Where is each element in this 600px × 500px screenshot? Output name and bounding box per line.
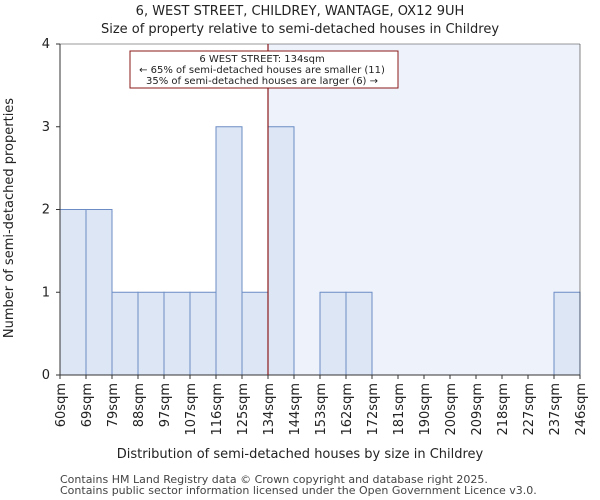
x-tick-label-116sqm: 116sqm — [210, 383, 225, 436]
annotation-line-3: 35% of semi-detached houses are larger (… — [146, 76, 378, 87]
y-tick-label-2: 2 — [42, 203, 50, 218]
bar-60sqm — [59, 209, 87, 376]
x-tick-label-153sqm: 153sqm — [314, 383, 329, 436]
y-axis-label: Number of semi-detached properties — [2, 98, 17, 338]
bar-116sqm — [215, 126, 243, 376]
x-tick-label-181sqm: 181sqm — [392, 383, 407, 436]
x-tick-label-237sqm: 237sqm — [548, 383, 563, 436]
y-tick-label-0: 0 — [42, 368, 50, 383]
annotation-line-2: ← 65% of semi-detached houses are smalle… — [139, 65, 385, 76]
x-tick-label-134sqm: 134sqm — [262, 383, 277, 436]
x-tick-label-88sqm: 88sqm — [132, 383, 147, 427]
chart-title: 6, WEST STREET, CHILDREY, WANTAGE, OX12 … — [136, 4, 465, 19]
x-tick-label-60sqm: 60sqm — [54, 383, 69, 427]
bar-162sqm — [345, 291, 373, 376]
bar-237sqm — [553, 291, 581, 376]
annotation-line-1: 6 WEST STREET: 134sqm — [199, 54, 324, 65]
y-tick-label-1: 1 — [42, 285, 50, 300]
footer-copyright: Contains HM Land Registry data © Crown c… — [60, 473, 488, 486]
x-tick-label-209sqm: 209sqm — [470, 383, 485, 436]
bar-69sqm — [85, 209, 113, 376]
bar-88sqm — [137, 291, 165, 376]
x-tick-label-107sqm: 107sqm — [184, 383, 199, 436]
y-tick-label-3: 3 — [42, 120, 50, 135]
x-tick-label-246sqm: 246sqm — [574, 383, 589, 436]
x-tick-label-218sqm: 218sqm — [496, 383, 511, 436]
x-tick-label-79sqm: 79sqm — [106, 383, 121, 427]
x-tick-label-97sqm: 97sqm — [158, 383, 173, 427]
bar-134sqm — [267, 126, 295, 376]
bar-125sqm — [241, 291, 269, 376]
y-tick-label-4: 4 — [42, 37, 50, 52]
chart-subtitle: Size of property relative to semi-detach… — [101, 22, 499, 37]
x-tick-label-144sqm: 144sqm — [288, 383, 303, 436]
x-tick-label-162sqm: 162sqm — [340, 383, 355, 436]
highlight-region — [268, 44, 580, 375]
x-tick-label-190sqm: 190sqm — [418, 383, 433, 436]
x-axis-label: Distribution of semi-detached houses by … — [117, 447, 484, 462]
x-tick-label-172sqm: 172sqm — [366, 383, 381, 436]
bar-79sqm — [111, 291, 139, 376]
footer-licence: Contains public sector information licen… — [60, 484, 537, 497]
x-tick-label-200sqm: 200sqm — [444, 383, 459, 436]
x-tick-label-69sqm: 69sqm — [80, 383, 95, 427]
x-tick-label-125sqm: 125sqm — [236, 383, 251, 436]
bar-107sqm — [189, 291, 217, 376]
x-tick-label-227sqm: 227sqm — [522, 383, 537, 436]
annotation-box — [129, 50, 399, 89]
bar-153sqm — [319, 291, 347, 376]
bar-97sqm — [163, 291, 191, 376]
